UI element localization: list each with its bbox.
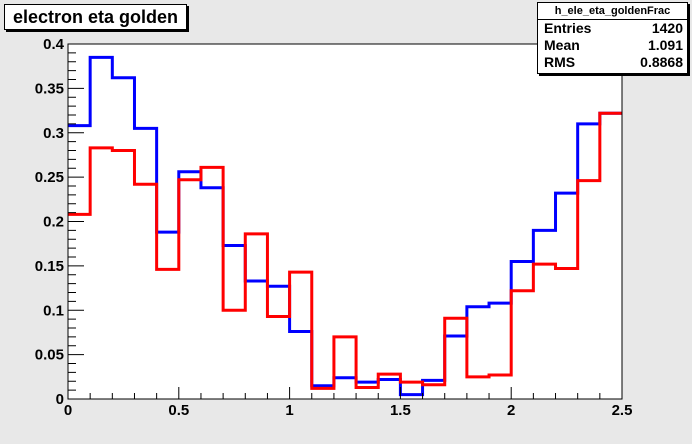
stats-histogram-name: h_ele_eta_goldenFrac <box>538 3 687 20</box>
y-tick-label: 0.4 <box>43 36 65 53</box>
stats-row-entries: Entries 1420 <box>538 20 687 37</box>
x-tick-label: 0 <box>64 402 72 419</box>
x-tick-label: 1 <box>285 402 293 419</box>
chart-title: electron eta golden <box>4 4 188 30</box>
stats-label: Entries <box>544 20 592 36</box>
stats-label: RMS <box>544 54 576 70</box>
series-line-0 <box>68 55 622 397</box>
stats-box: h_ele_eta_goldenFrac Entries 1420 Mean 1… <box>537 2 688 74</box>
y-tick-label: 0.25 <box>35 169 64 186</box>
y-tick-label: 0.35 <box>35 80 64 97</box>
x-tick-label: 2 <box>507 402 515 419</box>
stats-label: Mean <box>544 37 580 53</box>
y-tick-label: 0.2 <box>43 214 64 231</box>
y-tick-label: 0.05 <box>35 347 64 364</box>
x-tick-label: 2.5 <box>612 402 633 419</box>
stats-value: 0.8868 <box>640 54 683 70</box>
y-tick-label: 0.3 <box>43 125 64 142</box>
series-line-1 <box>68 111 622 390</box>
x-tick-label: 1.5 <box>390 402 411 419</box>
y-tick-label: 0.1 <box>43 302 64 319</box>
plot-frame <box>67 43 623 400</box>
y-tick-label: 0.15 <box>35 258 64 275</box>
stats-value: 1420 <box>651 20 683 36</box>
x-tick-label: 0.5 <box>168 402 189 419</box>
stats-row-rms: RMS 0.8868 <box>538 54 687 71</box>
stats-row-mean: Mean 1.091 <box>538 37 687 54</box>
stats-value: 1.091 <box>647 37 683 53</box>
y-tick-label: 0 <box>56 391 64 408</box>
